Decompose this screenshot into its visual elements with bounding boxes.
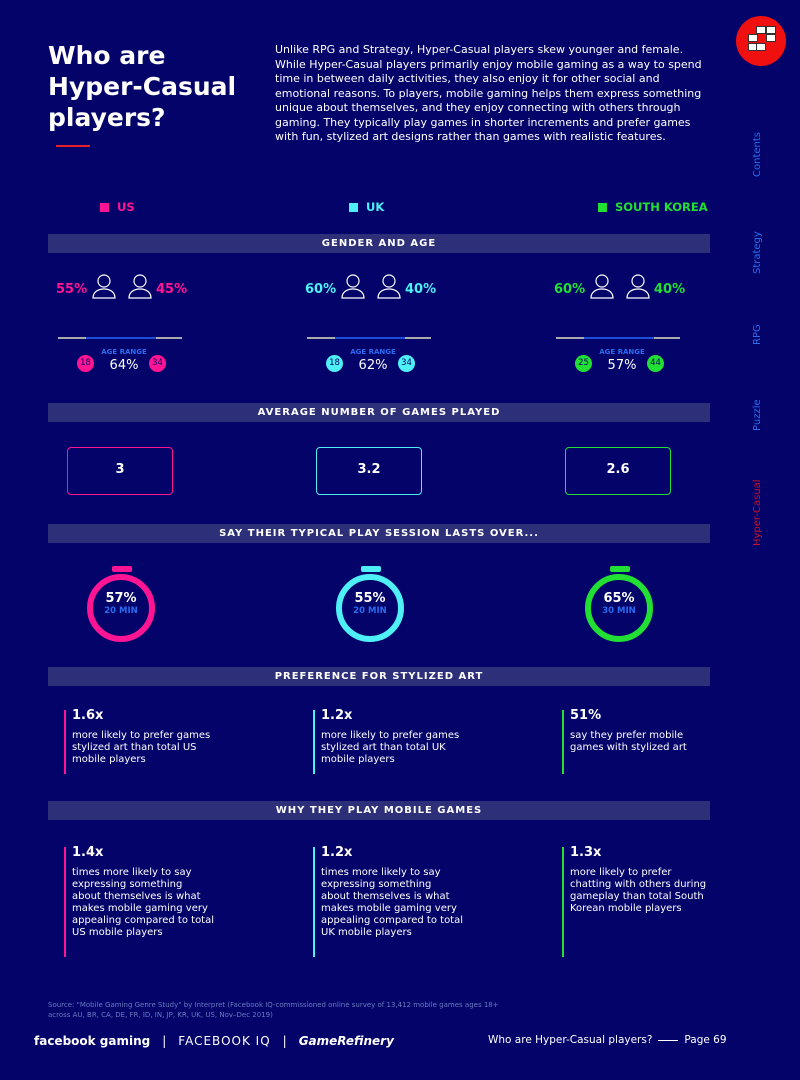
avg-games: 2.6 <box>606 462 630 477</box>
page-number: Page 69 <box>684 1034 727 1046</box>
source-note: Source: "Mobile Gaming Genre Study" by I… <box>48 1001 499 1019</box>
session-min: 20 MIN <box>353 606 387 616</box>
age-min: 18 <box>326 355 343 372</box>
title-divider <box>56 145 90 147</box>
section-games: AVERAGE NUMBER OF GAMES PLAYED <box>48 403 710 422</box>
legend-swatch <box>100 202 109 212</box>
country-name: US <box>117 200 135 214</box>
phone-icon: 3 <box>67 447 173 495</box>
age-range-pct: 62% <box>358 358 388 373</box>
age-max: 44 <box>647 355 664 372</box>
session-min: 20 MIN <box>104 606 138 616</box>
male-icon <box>377 273 401 303</box>
country-legend: SOUTH KOREA <box>598 200 708 214</box>
genre-logo-icon <box>736 16 786 66</box>
why-text: times more likely to say expressing some… <box>72 867 215 938</box>
country-name: SOUTH KOREA <box>615 200 708 214</box>
brand-facebook-gaming: facebook gaming <box>34 1034 151 1048</box>
footer-brands: facebook gaming | FACEBOOK IQ | GameRefine… <box>34 1034 394 1048</box>
male-icon <box>128 273 152 303</box>
art-stat: 51% say they prefer mobile games with sty… <box>562 708 712 774</box>
country-legend: US <box>100 200 135 214</box>
session-pct: 65% <box>603 591 635 606</box>
footer-page-title: Who are Hyper-Casual players? <box>488 1034 653 1046</box>
legend-swatch <box>349 202 358 212</box>
female-icon <box>590 273 614 303</box>
brand-gamerefinery: GameRefinery <box>298 1034 394 1048</box>
male-pct: 45% <box>156 282 188 297</box>
section-session: SAY THEIR TYPICAL PLAY SESSION LASTS OVE… <box>48 524 710 543</box>
nav-puzzle[interactable]: Puzzle <box>752 399 763 431</box>
section-art: PREFERENCE FOR STYLIZED ART <box>48 667 710 686</box>
why-stat: 1.2x times more likely to say expressing … <box>313 845 464 957</box>
male-pct: 40% <box>405 282 437 297</box>
age-range-pct: 64% <box>109 358 139 373</box>
avg-games: 3 <box>115 462 125 477</box>
female-icon <box>341 273 365 303</box>
session-min: 30 MIN <box>602 606 636 616</box>
art-stat: 1.6x more likely to prefer games stylized… <box>64 708 214 774</box>
country-legend: UK <box>349 200 384 214</box>
why-value: 1.4x <box>72 845 104 860</box>
why-text: more likely to prefer chatting with othe… <box>570 867 707 914</box>
why-stat: 1.3x more likely to prefer chatting with … <box>562 845 712 957</box>
stopwatch-crown <box>112 566 132 572</box>
male-icon <box>626 273 650 303</box>
footer-page: Who are Hyper-Casual players? Page 69 <box>488 1034 727 1046</box>
page-title: Who are Hyper-Casual players? <box>48 41 237 132</box>
age-range-bar <box>86 337 156 339</box>
why-value: 1.2x <box>321 845 353 860</box>
nav-hyper-casual[interactable]: Hyper-Casual <box>752 479 763 547</box>
male-pct: 40% <box>654 282 686 297</box>
country-name: UK <box>366 200 385 214</box>
section-why: WHY THEY PLAY MOBILE GAMES <box>48 801 710 820</box>
stopwatch-crown <box>361 566 381 572</box>
stopwatch-icon: 55% 20 MIN <box>336 574 404 642</box>
age-min: 25 <box>575 355 592 372</box>
phone-icon: 3.2 <box>316 447 422 495</box>
age-range-label: AGE RANGE <box>101 348 147 356</box>
age-max: 34 <box>149 355 166 372</box>
art-value: 51% <box>570 708 602 723</box>
session-pct: 55% <box>354 591 386 606</box>
age-range-label: AGE RANGE <box>599 348 645 356</box>
art-stat: 1.2x more likely to prefer games stylized… <box>313 708 463 774</box>
age-range-pct: 57% <box>607 358 637 373</box>
why-text: times more likely to say expressing some… <box>321 867 464 938</box>
female-pct: 60% <box>554 282 586 297</box>
female-icon <box>92 273 116 303</box>
nav-strategy[interactable]: Strategy <box>752 231 763 274</box>
art-text: more likely to prefer games stylized art… <box>321 730 460 765</box>
nav-contents[interactable]: Contents <box>752 132 763 178</box>
age-range-label: AGE RANGE <box>350 348 396 356</box>
section-gender-age: GENDER AND AGE <box>48 234 710 253</box>
brand-facebook-iq: FACEBOOK IQ <box>178 1034 271 1048</box>
why-stat: 1.4x times more likely to say expressing … <box>64 845 215 957</box>
why-value: 1.3x <box>570 845 602 860</box>
session-pct: 57% <box>105 591 137 606</box>
age-range-bar <box>584 337 654 339</box>
female-pct: 60% <box>305 282 337 297</box>
legend-swatch <box>598 202 607 212</box>
art-text: say they prefer mobile games with styliz… <box>570 730 687 753</box>
art-value: 1.2x <box>321 708 353 723</box>
age-min: 18 <box>77 355 94 372</box>
art-text: more likely to prefer games stylized art… <box>72 730 211 765</box>
age-max: 34 <box>398 355 415 372</box>
art-value: 1.6x <box>72 708 104 723</box>
female-pct: 55% <box>56 282 88 297</box>
intro-text: Unlike RPG and Strategy, Hyper-Casual pl… <box>275 43 702 143</box>
avg-games: 3.2 <box>357 462 381 477</box>
phone-icon: 2.6 <box>565 447 671 495</box>
age-range-bar <box>335 337 405 339</box>
stopwatch-crown <box>610 566 630 572</box>
stopwatch-icon: 57% 20 MIN <box>87 574 155 642</box>
nav-rpg[interactable]: RPG <box>752 324 763 346</box>
stopwatch-icon: 65% 30 MIN <box>585 574 653 642</box>
